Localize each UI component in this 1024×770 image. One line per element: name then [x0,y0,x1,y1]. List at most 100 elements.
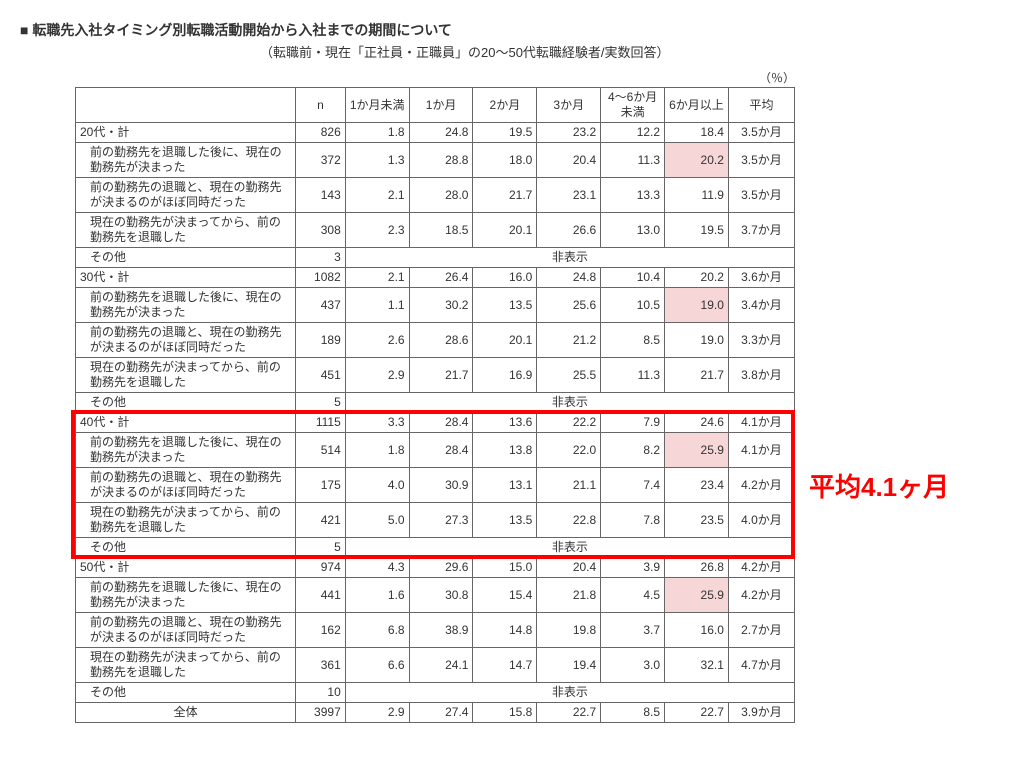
value-cell: 6.8 [345,613,409,648]
non-display-cell: 非表示 [345,683,794,703]
sub-row: 前の勤務先を退職した後に、現在の勤務先が決まった4411.630.815.421… [76,578,795,613]
value-cell: 372 [296,143,346,178]
col-header-6: 4～6か月未満 [601,88,665,123]
value-cell: 22.2 [537,413,601,433]
value-cell: 20.1 [473,323,537,358]
col-header-7: 6か月以上 [665,88,729,123]
value-cell: 25.5 [537,358,601,393]
value-cell: 24.1 [409,648,473,683]
col-header-3: 1か月 [409,88,473,123]
value-cell: 5.0 [345,503,409,538]
value-cell: 13.1 [473,468,537,503]
value-cell: 7.9 [601,413,665,433]
sub-label: 前の勤務先の退職と、現在の勤務先が決まるのがほぼ同時だった [76,323,296,358]
sub-label: 前の勤務先を退職した後に、現在の勤務先が決まった [76,433,296,468]
value-cell: 189 [296,323,346,358]
avg-cell: 3.9か月 [728,703,794,723]
data-table: n1か月未満1か月2か月3か月4～6か月未満6か月以上平均 20代・計8261.… [75,87,795,723]
value-cell: 13.8 [473,433,537,468]
total-label: 全体 [76,703,296,723]
avg-cell: 4.0か月 [728,503,794,538]
value-cell: 2.9 [345,358,409,393]
sub-label: 現在の勤務先が決まってから、前の勤務先を退職した [76,648,296,683]
value-cell: 14.7 [473,648,537,683]
value-cell: 19.4 [537,648,601,683]
non-display-cell: 非表示 [345,538,794,558]
value-cell: 28.8 [409,143,473,178]
sub-row: 現在の勤務先が決まってから、前の勤務先を退職した4512.921.716.925… [76,358,795,393]
sub-row: 前の勤務先の退職と、現在の勤務先が決まるのがほぼ同時だった1432.128.02… [76,178,795,213]
sub-row: その他3非表示 [76,248,795,268]
value-cell: 1082 [296,268,346,288]
value-cell: 30.9 [409,468,473,503]
value-cell: 23.1 [537,178,601,213]
value-cell: 30.8 [409,578,473,613]
value-cell: 8.5 [601,703,665,723]
value-cell: 27.4 [409,703,473,723]
value-cell: 4.5 [601,578,665,613]
group-header-row: 50代・計9744.329.615.020.43.926.84.2か月 [76,558,795,578]
value-cell: 16.0 [473,268,537,288]
value-cell: 14.8 [473,613,537,648]
value-cell: 32.1 [665,648,729,683]
value-cell: 13.0 [601,213,665,248]
value-cell: 437 [296,288,346,323]
value-cell: 26.6 [537,213,601,248]
value-cell: 13.3 [601,178,665,213]
value-cell: 2.1 [345,268,409,288]
sub-label: 前の勤務先を退職した後に、現在の勤務先が決まった [76,288,296,323]
group-header-row: 30代・計10822.126.416.024.810.420.23.6か月 [76,268,795,288]
unit-label: （％） [75,69,795,86]
sub-label: 現在の勤務先が決まってから、前の勤務先を退職した [76,503,296,538]
col-header-4: 2か月 [473,88,537,123]
non-display-cell: 非表示 [345,393,794,413]
sub-row: 現在の勤務先が決まってから、前の勤務先を退職した3082.318.520.126… [76,213,795,248]
value-cell: 308 [296,213,346,248]
value-cell: 15.0 [473,558,537,578]
value-cell: 3.3 [345,413,409,433]
value-cell: 25.9 [665,433,729,468]
value-cell: 7.8 [601,503,665,538]
value-cell: 24.8 [409,123,473,143]
value-cell: 25.9 [665,578,729,613]
page-subtitle: （転職前・現在「正社員・正職員」の20～50代転職経験者/実数回答） [260,42,1004,61]
sub-label: 現在の勤務先が決まってから、前の勤務先を退職した [76,358,296,393]
sub-label: 現在の勤務先が決まってから、前の勤務先を退職した [76,213,296,248]
value-cell: 28.4 [409,413,473,433]
col-header-8: 平均 [728,88,794,123]
group-label: 40代・計 [76,413,296,433]
value-cell: 24.6 [665,413,729,433]
value-cell: 26.8 [665,558,729,578]
sub-label: 前の勤務先の退職と、現在の勤務先が決まるのがほぼ同時だった [76,178,296,213]
value-cell: 3.7 [601,613,665,648]
value-cell: 21.7 [665,358,729,393]
value-cell: 3.0 [601,648,665,683]
value-cell: 5 [296,538,346,558]
value-cell: 3997 [296,703,346,723]
value-cell: 15.8 [473,703,537,723]
avg-cell: 3.7か月 [728,213,794,248]
value-cell: 10.4 [601,268,665,288]
value-cell: 826 [296,123,346,143]
value-cell: 27.3 [409,503,473,538]
sub-row: 前の勤務先の退職と、現在の勤務先が決まるのがほぼ同時だった1892.628.62… [76,323,795,358]
sub-row: 現在の勤務先が決まってから、前の勤務先を退職した3616.624.114.719… [76,648,795,683]
sub-label: その他 [76,248,296,268]
callout-text: 平均4.1ヶ月 [809,467,949,504]
sub-label: その他 [76,393,296,413]
sub-label: 前の勤務先を退職した後に、現在の勤務先が決まった [76,143,296,178]
value-cell: 20.2 [665,143,729,178]
value-cell: 2.3 [345,213,409,248]
avg-cell: 3.5か月 [728,123,794,143]
sub-row: 前の勤務先を退職した後に、現在の勤務先が決まった4371.130.213.525… [76,288,795,323]
value-cell: 1.8 [345,433,409,468]
value-cell: 5 [296,393,346,413]
value-cell: 16.0 [665,613,729,648]
value-cell: 451 [296,358,346,393]
value-cell: 28.0 [409,178,473,213]
non-display-cell: 非表示 [345,248,794,268]
value-cell: 1.8 [345,123,409,143]
value-cell: 20.2 [665,268,729,288]
value-cell: 23.4 [665,468,729,503]
value-cell: 2.1 [345,178,409,213]
